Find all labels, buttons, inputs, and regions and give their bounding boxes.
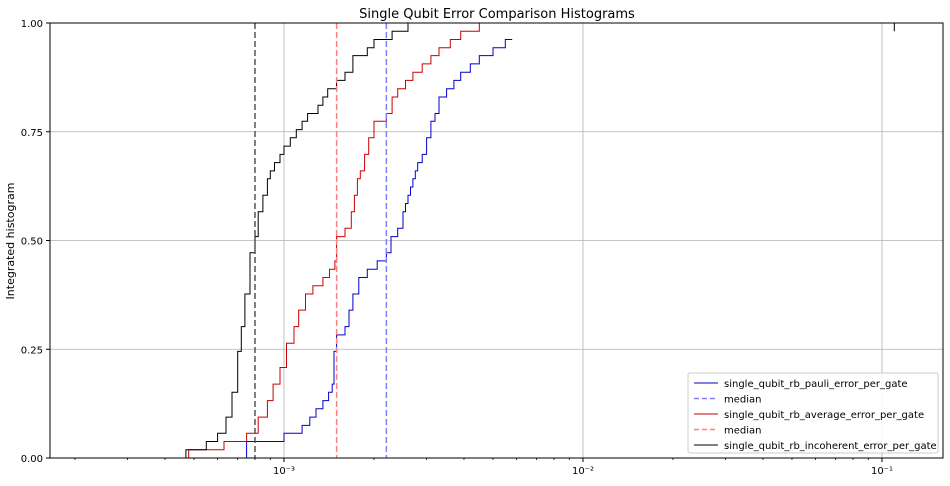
y-tick-label: 0.50 — [21, 237, 43, 248]
legend-box — [687, 372, 939, 454]
y-tick-label: 0.75 — [21, 128, 43, 139]
y-axis-label: Integrated histogram — [4, 183, 17, 300]
legend-label: median — [724, 426, 762, 437]
legend: single_qubit_rb_pauli_error_per_gatemedi… — [687, 372, 939, 454]
y-tick-label: 0.00 — [21, 454, 43, 465]
x-tick-label: 10⁻² — [572, 466, 594, 477]
series-line — [87, 22, 483, 459]
axis-ticks: 0.00 0.25 0.50 0.75 1.00 10⁻³ 10⁻² 10⁻¹ — [21, 19, 893, 477]
y-tick-label: 1.00 — [21, 19, 43, 30]
series-line — [147, 22, 895, 459]
legend-label: single_qubit_rb_average_error_per_gate — [724, 410, 924, 421]
y-tick-label: 0.25 — [21, 345, 43, 356]
series-lines — [87, 22, 895, 459]
legend-label: median — [724, 395, 762, 406]
series-line — [136, 39, 513, 459]
x-tick-label: 10⁻³ — [273, 466, 295, 477]
legend-label: single_qubit_rb_incoherent_error_per_gat… — [724, 441, 937, 452]
chart-title: Single Qubit Error Comparison Histograms — [359, 7, 635, 22]
median-lines — [254, 23, 388, 458]
legend-label: single_qubit_rb_pauli_error_per_gate — [724, 379, 908, 390]
x-tick-label: 10⁻¹ — [871, 466, 893, 477]
